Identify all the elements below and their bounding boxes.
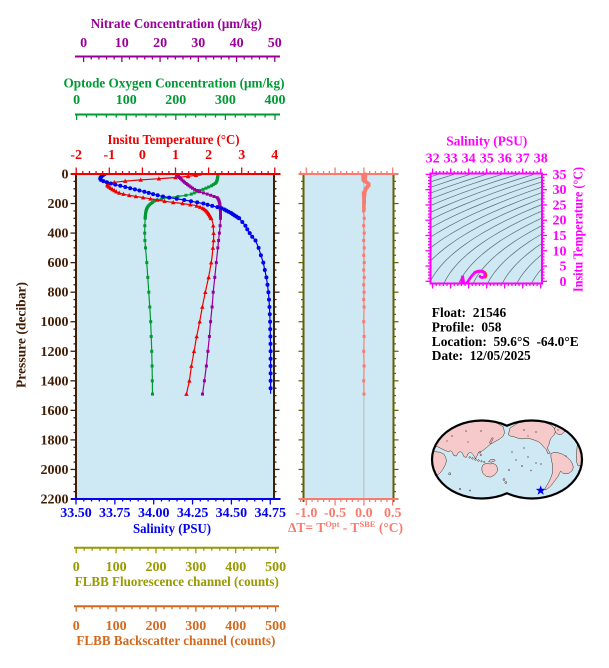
svg-text:10: 10 xyxy=(115,36,129,51)
svg-text:800: 800 xyxy=(48,286,69,301)
svg-text:200: 200 xyxy=(146,619,167,634)
svg-text:1200: 1200 xyxy=(41,345,69,360)
svg-text:25: 25 xyxy=(553,199,567,214)
svg-text:200: 200 xyxy=(165,93,186,108)
svg-text:1600: 1600 xyxy=(41,404,69,419)
svg-text:1000: 1000 xyxy=(41,315,69,330)
svg-text:0: 0 xyxy=(80,36,87,51)
svg-text:40: 40 xyxy=(230,36,244,51)
svg-text:Salinity (PSU): Salinity (PSU) xyxy=(446,134,527,149)
svg-text:35: 35 xyxy=(480,152,494,167)
svg-text:Profile: 058: Profile: 058 xyxy=(432,320,502,335)
svg-text:50: 50 xyxy=(268,36,282,51)
svg-text:Date: 12/05/2025: Date: 12/05/2025 xyxy=(432,348,531,363)
svg-text:0.0: 0.0 xyxy=(355,506,373,521)
svg-text:500: 500 xyxy=(265,560,286,575)
svg-text:36: 36 xyxy=(498,152,512,167)
svg-text:33: 33 xyxy=(444,152,458,167)
svg-text:0: 0 xyxy=(62,168,69,183)
svg-text:200: 200 xyxy=(48,197,69,212)
svg-text:34.00: 34.00 xyxy=(138,506,170,521)
svg-text:Insitu Temperature (°C): Insitu Temperature (°C) xyxy=(571,167,586,292)
svg-text:600: 600 xyxy=(48,256,69,271)
svg-text:ΔT= TOpt - TSBE (°C): ΔT= TOpt - TSBE (°C) xyxy=(288,519,403,535)
svg-text:400: 400 xyxy=(265,93,286,108)
svg-text:Optode Oxygen Concentration (μ: Optode Oxygen Concentration (μm/kg) xyxy=(64,76,285,91)
svg-text:2200: 2200 xyxy=(41,493,69,508)
svg-text:0: 0 xyxy=(139,148,146,163)
svg-text:1400: 1400 xyxy=(41,374,69,389)
svg-text:2000: 2000 xyxy=(41,463,69,478)
svg-text:20: 20 xyxy=(553,214,567,229)
svg-text:Pressure (decibar): Pressure (decibar) xyxy=(14,282,29,388)
svg-text:100: 100 xyxy=(116,93,137,108)
svg-text:400: 400 xyxy=(225,560,246,575)
svg-text:FLBB Fluorescence channel (cou: FLBB Fluorescence channel (counts) xyxy=(75,574,279,589)
svg-text:2: 2 xyxy=(205,148,212,163)
svg-text:500: 500 xyxy=(265,619,286,634)
svg-text:0: 0 xyxy=(73,560,80,575)
svg-text:200: 200 xyxy=(146,560,167,575)
svg-text:0.5: 0.5 xyxy=(384,506,402,521)
svg-text:34: 34 xyxy=(462,152,476,167)
svg-text:5: 5 xyxy=(560,260,567,275)
svg-text:4: 4 xyxy=(271,148,278,163)
svg-text:32: 32 xyxy=(426,152,440,167)
svg-text:33.50: 33.50 xyxy=(60,506,92,521)
svg-text:3: 3 xyxy=(238,148,245,163)
svg-text:1: 1 xyxy=(172,148,179,163)
svg-text:30: 30 xyxy=(191,36,205,51)
svg-text:0: 0 xyxy=(73,93,80,108)
svg-text:0: 0 xyxy=(560,275,567,290)
svg-text:10: 10 xyxy=(553,244,567,259)
svg-text:34.25: 34.25 xyxy=(177,506,209,521)
svg-text:33.75: 33.75 xyxy=(99,506,131,521)
svg-text:34.75: 34.75 xyxy=(254,506,286,521)
svg-text:Float: 21546: Float: 21546 xyxy=(432,305,507,320)
svg-text:Location: 59.6°S -64.0°E: Location: 59.6°S -64.0°E xyxy=(432,334,579,349)
svg-text:100: 100 xyxy=(106,560,127,575)
svg-text:400: 400 xyxy=(48,227,69,242)
svg-text:35: 35 xyxy=(553,168,567,183)
svg-text:400: 400 xyxy=(225,619,246,634)
svg-text:20: 20 xyxy=(153,36,167,51)
svg-text:300: 300 xyxy=(185,560,206,575)
svg-text:37: 37 xyxy=(516,152,530,167)
svg-text:38: 38 xyxy=(534,152,548,167)
svg-text:0: 0 xyxy=(73,619,80,634)
svg-text:30: 30 xyxy=(553,183,567,198)
svg-text:15: 15 xyxy=(553,229,567,244)
svg-text:Salinity (PSU): Salinity (PSU) xyxy=(133,521,211,536)
svg-text:300: 300 xyxy=(215,93,236,108)
svg-text:Nitrate Concentration (μm/kg): Nitrate Concentration (μm/kg) xyxy=(91,16,262,31)
svg-text:-1.0: -1.0 xyxy=(295,506,317,521)
svg-text:300: 300 xyxy=(185,619,206,634)
svg-text:100: 100 xyxy=(106,619,127,634)
svg-text:-1: -1 xyxy=(103,148,115,163)
svg-text:Insitu Temperature (°C): Insitu Temperature (°C) xyxy=(108,132,240,147)
svg-text:-2: -2 xyxy=(70,148,82,163)
svg-text:34.50: 34.50 xyxy=(216,506,248,521)
svg-text:FLBB Backscatter channel (coun: FLBB Backscatter channel (counts) xyxy=(76,633,275,648)
svg-text:1800: 1800 xyxy=(41,433,69,448)
svg-text:-0.5: -0.5 xyxy=(324,506,346,521)
